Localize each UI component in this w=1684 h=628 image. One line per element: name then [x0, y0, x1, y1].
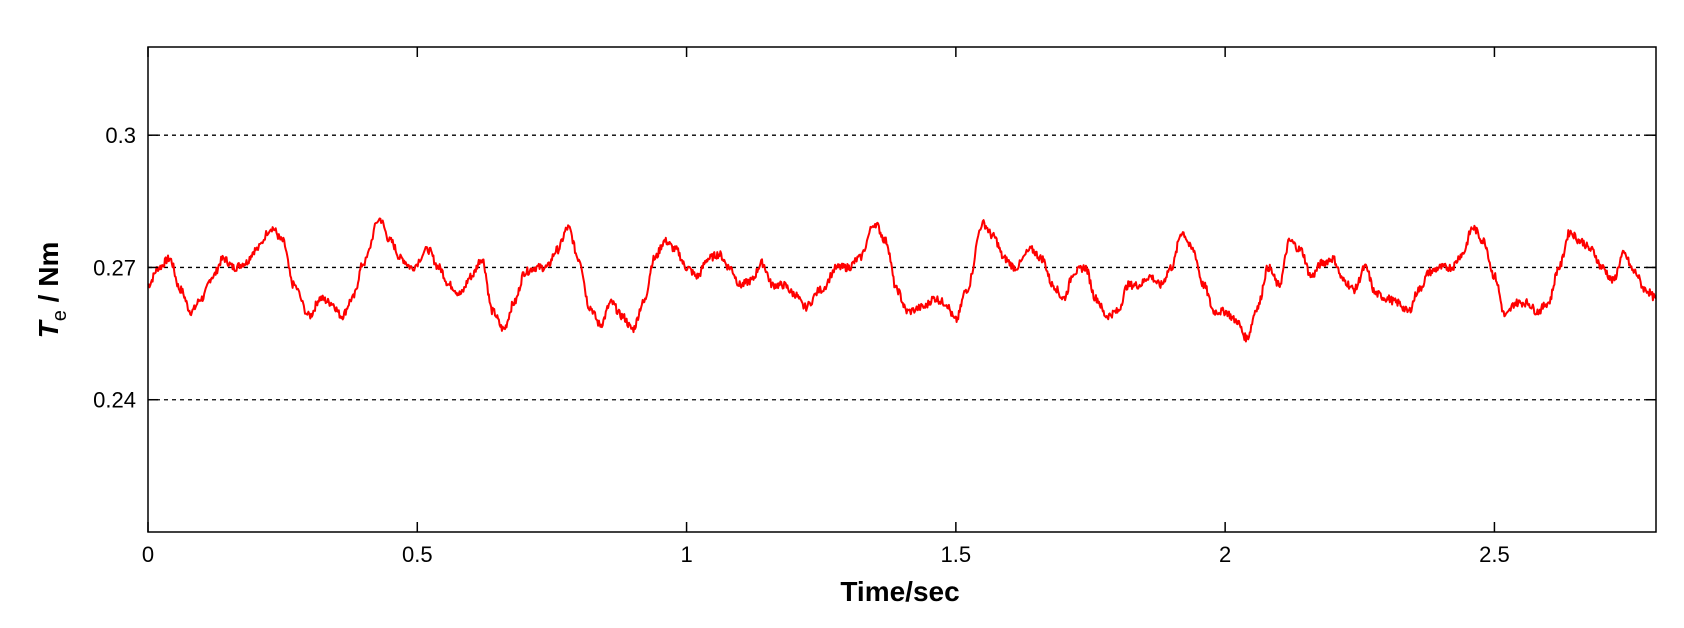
y-axis-title: Te / Nm — [33, 242, 71, 339]
x-axis-title: Time/sec — [840, 576, 959, 607]
plot-area — [148, 47, 1656, 532]
axis-ticks — [147, 47, 1656, 532]
x-tick-label: 2 — [1219, 542, 1231, 567]
y-tick-label: 0.27 — [93, 255, 136, 280]
y-axis-title-subscript: e — [49, 310, 71, 321]
torque-series-line — [147, 217, 1657, 343]
y-tick-labels: 0.24 0.27 0.3 — [93, 123, 136, 413]
x-tick-label: 0 — [142, 542, 154, 567]
x-tick-label: 1 — [680, 542, 692, 567]
grid-lines — [148, 134, 1656, 401]
series-layer — [147, 217, 1657, 343]
y-tick-label: 0.3 — [105, 123, 136, 148]
y-axis-title-symbol: T — [33, 318, 64, 338]
x-tick-labels: 0 0.5 1 1.5 2 2.5 — [142, 542, 1510, 567]
x-tick-label: 2.5 — [1479, 542, 1510, 567]
svg-text:Te / Nm: Te / Nm — [33, 242, 71, 339]
y-tick-label: 0.24 — [93, 388, 136, 413]
x-tick-label: 1.5 — [941, 542, 972, 567]
plot-frame — [147, 46, 1657, 533]
x-tick-label: 0.5 — [402, 542, 433, 567]
y-axis-title-unit: / Nm — [33, 242, 64, 310]
